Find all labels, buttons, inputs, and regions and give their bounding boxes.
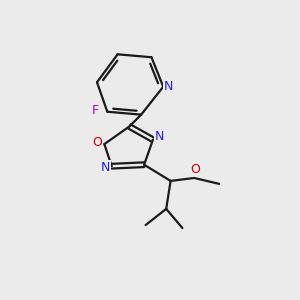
Text: O: O: [191, 163, 201, 176]
Text: N: N: [164, 80, 173, 93]
Text: N: N: [100, 161, 110, 174]
Text: F: F: [92, 104, 98, 117]
Text: O: O: [92, 136, 102, 149]
Text: N: N: [155, 130, 164, 143]
